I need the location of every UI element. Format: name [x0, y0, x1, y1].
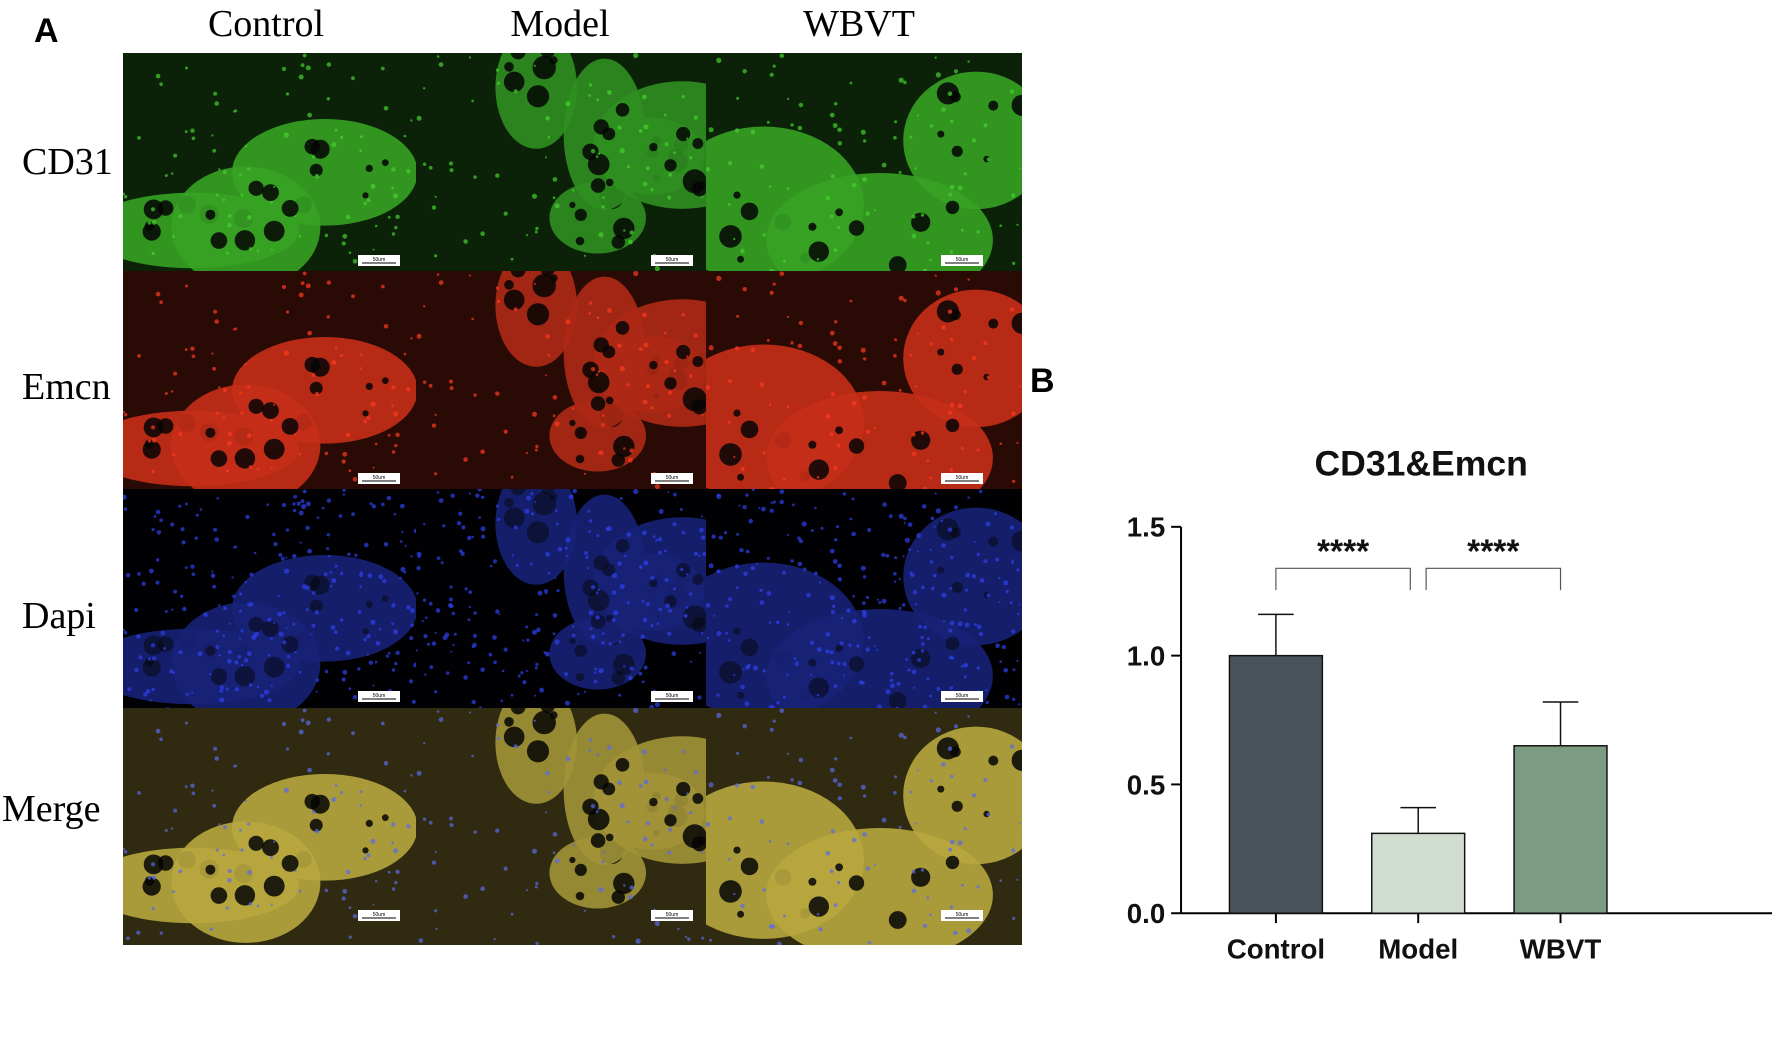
row-label-merge: Merge — [2, 788, 101, 830]
micrograph-emcn-model: 50um — [416, 271, 732, 508]
bar-control — [1228, 654, 1324, 914]
micrograph-cd31-wbvt: 50um — [706, 53, 1022, 290]
micrograph-cd31-control: 50um — [123, 53, 439, 290]
bar-chart: CD31&Emcn 0.0 0.5 1.0 1.5 Control Model WBVT ***… — [1127, 443, 1772, 965]
row-label-dapi: Dapi — [22, 595, 96, 637]
scale-bar-label: 50um — [666, 257, 679, 263]
micrograph-emcn-control: 50um — [123, 271, 439, 508]
scale-bar-label: 50um — [666, 475, 679, 481]
y-tick-label: 1.5 — [1127, 512, 1165, 543]
scale-bar-label: 50um — [373, 912, 386, 918]
chart-title: CD31&Emcn — [1314, 443, 1527, 483]
panel-a-letter: A — [34, 12, 59, 50]
column-label-wbvt: WBVT — [803, 3, 915, 45]
scale-bar-label: 50um — [373, 693, 386, 699]
scale-bar-label: 50um — [666, 912, 679, 918]
micrograph-emcn-wbvt: 50um — [706, 271, 1022, 508]
bar-model — [1371, 832, 1466, 914]
scale-bar-label: 50um — [956, 693, 969, 699]
scale-bar-label: 50um — [956, 257, 969, 263]
significance-bracket — [1275, 567, 1411, 591]
panel-b-letter: B — [1030, 362, 1055, 400]
row-label-emcn: Emcn — [22, 366, 111, 408]
micrograph-merge-control: 50um — [123, 708, 439, 945]
micrograph-dapi-model: 50um — [416, 489, 732, 726]
x-tick-label-model: Model — [1378, 934, 1458, 965]
bar-wbvt — [1513, 745, 1608, 914]
column-label-control: Control — [207, 3, 325, 45]
y-tick-label: 0.0 — [1127, 898, 1165, 929]
x-tick-label-wbvt: WBVT — [1520, 934, 1602, 965]
significance-label: **** — [1317, 533, 1370, 570]
row-label-cd31: CD31 — [22, 141, 113, 183]
significance-label: **** — [1467, 533, 1520, 570]
x-tick-label-control: Control — [1227, 934, 1325, 965]
micrograph-merge-model: 50um — [416, 708, 732, 945]
scale-bar-label: 50um — [373, 257, 386, 263]
scale-bar-label: 50um — [373, 475, 386, 481]
y-tick-label: 1.0 — [1127, 641, 1165, 672]
scale-bar-label: 50um — [956, 475, 969, 481]
significance-bracket — [1425, 567, 1562, 591]
column-label-model: Model — [510, 3, 610, 45]
micrograph-merge-wbvt: 50um — [706, 708, 1022, 945]
y-tick-label: 0.5 — [1127, 769, 1165, 800]
scale-bar-label: 50um — [956, 912, 969, 918]
micrograph-cd31-model: 50um — [416, 53, 732, 290]
scale-bar-label: 50um — [666, 693, 679, 699]
micrograph-dapi-control: 50um — [123, 489, 439, 726]
micrograph-dapi-wbvt: 50um — [706, 489, 1022, 726]
